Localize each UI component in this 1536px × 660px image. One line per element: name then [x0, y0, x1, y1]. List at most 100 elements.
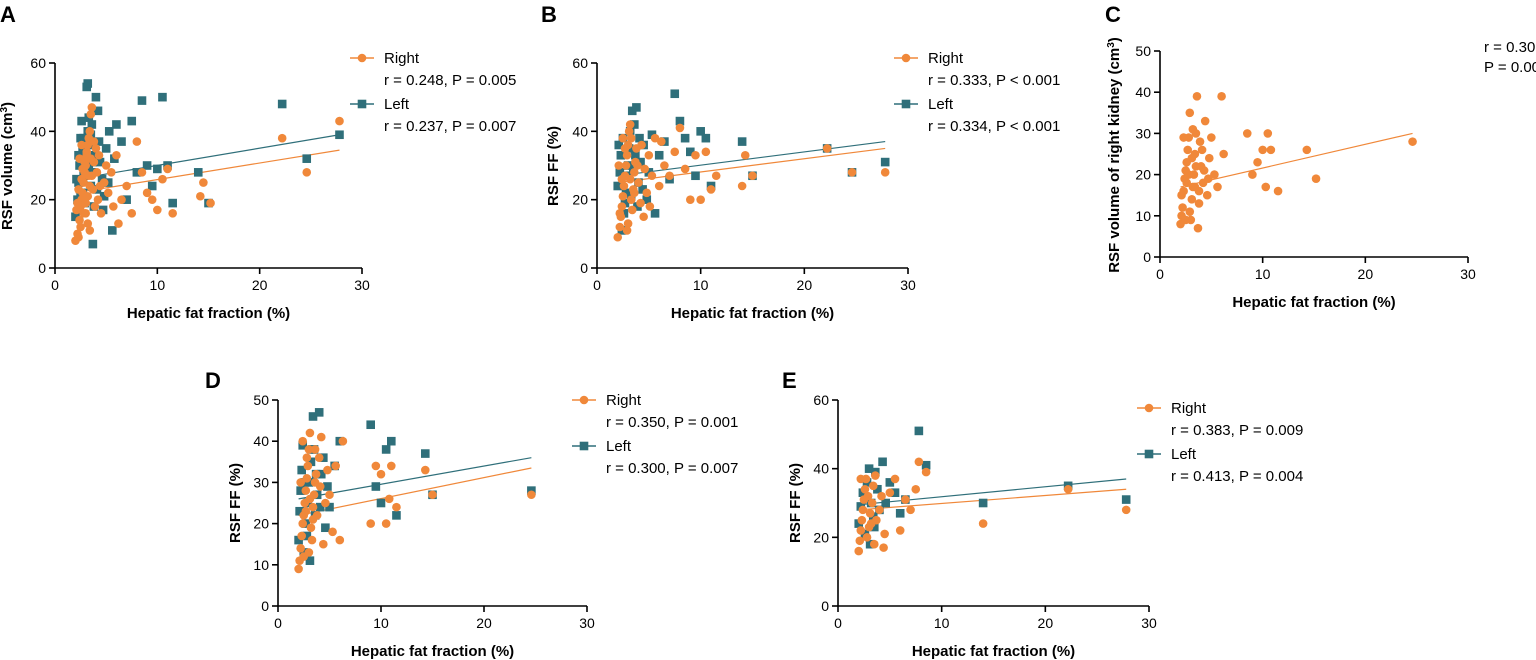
point-right-a [109, 202, 118, 211]
point-left-a [77, 116, 86, 126]
point-right-d [298, 519, 308, 528]
point-right-b [880, 168, 890, 177]
point-right-d [308, 502, 318, 512]
point-left-a [117, 137, 126, 146]
point-right-e [856, 526, 866, 535]
legend-marker-right-e [1144, 403, 1154, 413]
point-right-a [77, 140, 86, 150]
point-right-a [81, 209, 90, 218]
point-right-d [306, 523, 316, 533]
point-left-d [321, 523, 330, 533]
point-right-b [627, 205, 637, 215]
point-right-c [1273, 186, 1283, 196]
point-right-e [866, 519, 876, 528]
x-tick-label-b: 20 [797, 277, 813, 293]
point-right-b [637, 140, 646, 150]
point-right-a [85, 127, 95, 136]
point-right-a [93, 195, 103, 204]
point-right-d [428, 490, 437, 500]
point-left-e [869, 522, 879, 532]
y-tick-label-d: 20 [253, 516, 269, 532]
point-right-d [308, 515, 318, 524]
point-left-e [914, 426, 924, 436]
x-tick-label-a: 30 [354, 277, 370, 293]
point-right-c [1192, 92, 1202, 101]
point-right-b [645, 202, 655, 211]
point-right-c [1203, 174, 1213, 184]
point-left-a [88, 239, 98, 249]
point-left-d [295, 506, 304, 516]
point-left-a [71, 212, 80, 222]
point-right-d [325, 490, 334, 500]
point-right-d [335, 535, 345, 545]
point-right-d [392, 502, 401, 512]
point-right-c [1187, 195, 1197, 204]
point-left-b [644, 168, 654, 177]
fit-line-right-a [75, 149, 340, 194]
point-right-a [86, 154, 96, 163]
point-left-e [881, 498, 890, 508]
point-left-a [84, 164, 94, 174]
point-right-a [163, 164, 172, 174]
y-tick-label-b: 20 [572, 192, 588, 208]
point-left-b [686, 147, 695, 157]
point-right-b [618, 133, 628, 143]
legend-name-right-d: Right [606, 392, 642, 409]
y-axis-label-e: RSF FF (%) [787, 463, 804, 543]
legend-stats-right-e: r = 0.383, P = 0.009 [1171, 422, 1303, 439]
point-left-a [112, 120, 121, 129]
point-left-a [72, 174, 81, 184]
point-right-e [858, 505, 868, 515]
point-left-b [880, 157, 890, 167]
legend-marker-left-b [901, 99, 911, 109]
point-left-a [127, 116, 137, 126]
point-right-d [366, 519, 376, 528]
point-left-e [890, 488, 900, 497]
x-tick-label-e: 30 [1141, 615, 1157, 631]
y-tick-label-e: 40 [813, 461, 829, 477]
point-right-d [381, 519, 391, 528]
point-right-d [420, 465, 430, 475]
point-right-b [642, 188, 652, 198]
point-right-e [855, 536, 865, 546]
point-right-e [869, 539, 879, 549]
point-left-e [854, 519, 864, 528]
y-tick-label-c: 10 [1135, 208, 1151, 224]
x-tick-label-c: 10 [1255, 266, 1271, 282]
point-right-e [854, 546, 864, 556]
point-left-b [636, 157, 645, 167]
point-left-e [978, 498, 988, 508]
point-right-a [168, 209, 177, 218]
point-right-c [1200, 116, 1210, 126]
point-left-b [680, 133, 690, 143]
legend-name-right-a: Right [384, 50, 420, 67]
y-tick-label-d: 0 [261, 598, 269, 614]
point-right-a [142, 188, 152, 198]
point-right-e [857, 515, 867, 525]
point-right-b [626, 133, 636, 143]
legend-marker-left-d [579, 441, 589, 451]
point-right-d [305, 494, 315, 504]
point-right-c [1182, 178, 1191, 188]
point-right-a [94, 150, 104, 160]
x-tick-label-c: 30 [1460, 266, 1476, 282]
point-left-b [696, 127, 705, 136]
point-right-a [302, 168, 312, 177]
point-right-a [158, 174, 167, 184]
point-right-a [82, 147, 92, 157]
point-right-c [1258, 145, 1267, 155]
y-axis-label-a: RSF volume (cm3) [0, 102, 16, 230]
point-left-b [614, 140, 624, 150]
point-right-d [527, 490, 536, 500]
point-left-a [147, 181, 157, 191]
point-left-a [75, 161, 84, 170]
point-left-e [921, 460, 931, 470]
point-left-e [864, 464, 874, 473]
legend-stats-right-a: r = 0.248, P = 0.005 [384, 72, 516, 89]
point-right-c [1242, 129, 1252, 138]
point-left-a [142, 161, 152, 170]
panel-label-c: C [1105, 2, 1121, 27]
point-left-b [691, 171, 700, 181]
point-right-d [319, 539, 328, 549]
y-tick-label-b: 40 [572, 123, 588, 139]
